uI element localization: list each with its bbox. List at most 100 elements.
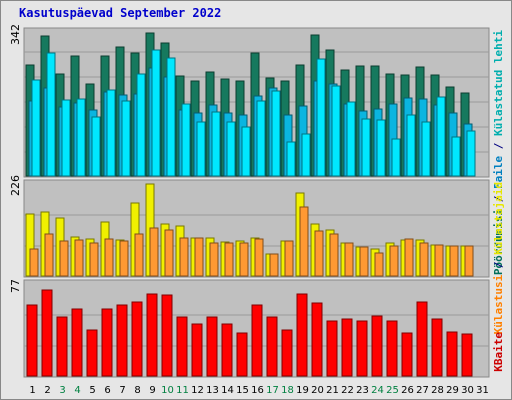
bar-middle-külastusi-28 — [434, 244, 444, 277]
x-tick-label: 31 — [476, 385, 489, 396]
bar-top-külastatud-lehti-25 — [391, 138, 401, 177]
bar-bottom-kbaite-8 — [131, 301, 143, 377]
bar-top-külastatud-lehti-4 — [76, 98, 86, 177]
bar-top-külastatud-lehti-20 — [316, 58, 326, 177]
x-tick-label: 19 — [296, 385, 309, 396]
bar-middle-külastusi-4 — [74, 239, 84, 277]
x-tick-label: 3 — [59, 385, 65, 396]
bar-middle-külastusi-26 — [404, 238, 414, 277]
x-tick-label: 23 — [356, 385, 369, 396]
bar-bottom-kbaite-7 — [116, 304, 128, 377]
x-tick-label: 18 — [281, 385, 294, 396]
bar-bottom-kbaite-6 — [101, 308, 113, 377]
bar-middle-külastusi-17 — [269, 253, 279, 277]
bar-top-külastatud-lehti-26 — [406, 114, 416, 177]
bar-bottom-kbaite-29 — [446, 331, 458, 377]
bar-middle-külastusi-11 — [179, 237, 189, 277]
bar-bottom-kbaite-26 — [401, 332, 413, 377]
bar-middle-külastusi-3 — [59, 240, 69, 277]
bar-top-külastatud-lehti-1 — [31, 79, 41, 177]
x-tick-label: 8 — [134, 385, 140, 396]
bar-middle-külastusi-20 — [314, 230, 324, 277]
bar-top-külastatud-lehti-13 — [211, 111, 221, 177]
bar-top-külastatud-lehti-12 — [196, 121, 206, 177]
bar-top-külastatud-lehti-10 — [166, 57, 176, 177]
bar-middle-külastusi-10 — [164, 229, 174, 277]
bar-top-külastatud-lehti-28 — [436, 96, 446, 177]
bar-middle-külastusi-25 — [389, 245, 399, 277]
bar-middle-külastusi-5 — [89, 242, 99, 277]
bar-bottom-kbaite-20 — [311, 302, 323, 377]
bar-top-külastatud-lehti-9 — [151, 49, 161, 177]
bar-middle-külastusi-21 — [329, 233, 339, 277]
x-tick-label: 5 — [89, 385, 95, 396]
bar-bottom-kbaite-1 — [26, 304, 38, 377]
bar-middle-külastusi-18 — [284, 240, 294, 277]
bar-middle-külastusi-9 — [149, 227, 159, 277]
bar-bottom-kbaite-15 — [236, 332, 248, 377]
bar-middle-külastusi-12 — [194, 237, 204, 277]
x-tick-label: 24 — [371, 385, 384, 396]
bar-bottom-kbaite-9 — [146, 293, 158, 377]
x-tick-label: 28 — [431, 385, 444, 396]
bar-top-külastatud-lehti-5 — [91, 116, 101, 177]
bar-top-külastatud-lehti-11 — [181, 103, 191, 177]
bar-middle-külastusi-30 — [464, 245, 474, 277]
bar-middle-külastusi-14 — [224, 242, 234, 277]
x-tick-label: 2 — [44, 385, 50, 396]
bar-top-külastatud-lehti-3 — [61, 99, 71, 177]
bar-top-külastatud-lehti-15 — [241, 126, 251, 177]
x-tick-label: 10 — [161, 385, 174, 396]
bar-middle-külastusi-29 — [449, 245, 459, 277]
bar-top-külastatud-lehti-14 — [226, 121, 236, 177]
bar-top-külastatud-lehti-19 — [301, 133, 311, 177]
bar-bottom-kbaite-19 — [296, 293, 308, 377]
bar-top-külastatud-lehti-29 — [451, 136, 461, 177]
bar-middle-külastusi-19 — [299, 206, 309, 277]
bar-middle-külastusi-2 — [44, 233, 54, 277]
x-tick-label: 25 — [386, 385, 399, 396]
bar-bottom-kbaite-4 — [71, 308, 83, 377]
x-tick-label: 1 — [29, 385, 35, 396]
bar-bottom-kbaite-17 — [266, 316, 278, 377]
bar-middle-külastusi-24 — [374, 252, 384, 277]
bar-bottom-kbaite-22 — [341, 318, 353, 377]
bar-top-külastatud-lehti-7 — [121, 100, 131, 177]
bar-bottom-kbaite-3 — [56, 316, 68, 377]
x-tick-label: 14 — [221, 385, 234, 396]
x-tick-label: 21 — [326, 385, 339, 396]
bar-bottom-kbaite-2 — [41, 289, 53, 377]
bar-top-külastatud-lehti-6 — [106, 89, 116, 177]
x-tick-label: 6 — [104, 385, 110, 396]
x-tick-label: 15 — [236, 385, 249, 396]
bar-bottom-kbaite-24 — [371, 315, 383, 377]
bar-top-külastatud-lehti-30 — [466, 130, 476, 177]
bar-top-külastatud-lehti-22 — [346, 101, 356, 177]
x-tick-label: 26 — [401, 385, 414, 396]
bar-top-külastatud-lehti-24 — [376, 119, 386, 177]
bar-middle-külastusi-1 — [29, 248, 39, 277]
bar-bottom-kbaite-18 — [281, 329, 293, 377]
x-tick-label: 11 — [176, 385, 189, 396]
bar-bottom-kbaite-10 — [161, 294, 173, 377]
bar-bottom-kbaite-30 — [461, 333, 473, 377]
bar-bottom-kbaite-27 — [416, 301, 428, 377]
bar-middle-külastusi-23 — [359, 246, 369, 277]
x-tick-label: 9 — [149, 385, 155, 396]
bar-bottom-kbaite-21 — [326, 320, 338, 377]
bar-middle-külastusi-13 — [209, 242, 219, 277]
bar-bottom-kbaite-12 — [191, 323, 203, 377]
x-tick-label: 27 — [416, 385, 429, 396]
x-tick-label: 20 — [311, 385, 324, 396]
x-tick-label: 13 — [206, 385, 219, 396]
x-tick-label: 29 — [446, 385, 459, 396]
bar-middle-külastusi-15 — [239, 242, 249, 277]
bar-top-külastatud-lehti-2 — [46, 52, 56, 177]
bar-top-külastatud-lehti-21 — [331, 85, 341, 177]
x-tick-label: 12 — [191, 385, 204, 396]
bar-bottom-kbaite-14 — [221, 323, 233, 377]
bar-middle-külastusi-16 — [254, 238, 264, 277]
bar-bottom-kbaite-16 — [251, 304, 263, 377]
bar-middle-külastusi-7 — [119, 240, 129, 277]
